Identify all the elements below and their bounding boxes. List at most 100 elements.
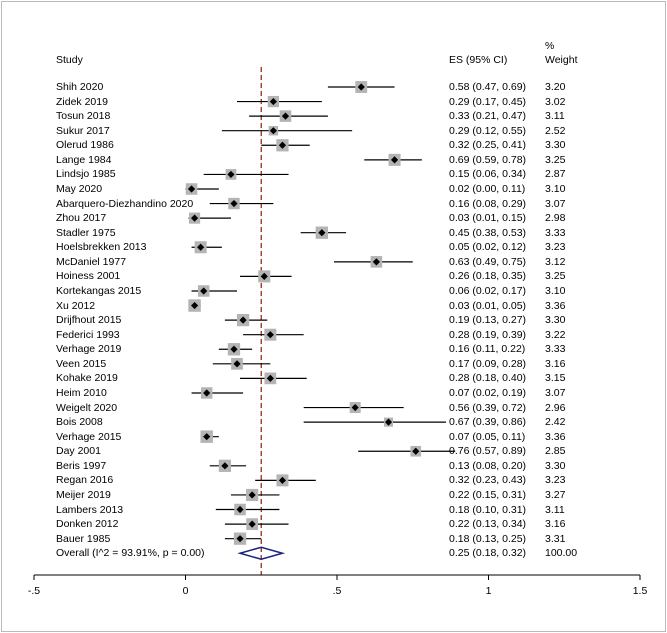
study-name: Stadler 1975 <box>56 226 116 239</box>
study-ci-text: 0.28 (0.19, 0.39) <box>449 328 527 341</box>
study-ci-text: 0.17 (0.09, 0.28) <box>449 357 527 370</box>
study-ci-text: 0.19 (0.13, 0.27) <box>449 314 527 327</box>
study-weight: 3.07 <box>545 386 566 399</box>
study-name: Lindsjo 1985 <box>56 168 116 181</box>
study-weight: 3.16 <box>545 518 566 531</box>
x-tick-label: 0 <box>183 585 189 597</box>
point-estimate <box>200 287 208 295</box>
study-weight: 3.25 <box>545 153 566 166</box>
study-weight: 2.96 <box>545 401 566 414</box>
study-name: Hoiness 2001 <box>56 270 121 283</box>
study-ci-text: 0.28 (0.18, 0.40) <box>449 372 527 385</box>
point-estimate <box>203 433 211 441</box>
study-ci-text: 0.63 (0.49, 0.75) <box>449 255 527 268</box>
study-weight: 3.30 <box>545 314 566 327</box>
study-ci-text: 0.15 (0.06, 0.34) <box>449 168 527 181</box>
x-tick-label: -.5 <box>28 585 40 597</box>
study-ci-text: 0.33 (0.21, 0.47) <box>449 110 527 123</box>
study-name: Meijer 2019 <box>56 488 111 501</box>
study-weight: 3.33 <box>545 343 566 356</box>
point-estimate <box>260 272 268 281</box>
study-name: Tosun 2018 <box>56 110 111 123</box>
study-name: Kohake 2019 <box>56 372 118 385</box>
study-ci-text: 0.32 (0.25, 0.41) <box>449 139 527 152</box>
study-weight: 2.85 <box>545 445 566 458</box>
study-name: McDaniel 1977 <box>56 255 127 268</box>
point-estimate <box>248 520 256 528</box>
study-weight: 2.98 <box>545 212 566 225</box>
point-estimate <box>239 316 247 324</box>
study-ci-text: 0.56 (0.39, 0.72) <box>449 401 527 414</box>
point-estimate <box>266 331 274 339</box>
study-ci-text: 0.02 (0.00, 0.11) <box>449 182 526 195</box>
point-estimate <box>203 389 211 397</box>
study-weight: 2.87 <box>545 168 566 181</box>
study-weight: 3.02 <box>545 95 566 108</box>
study-ci-text: 0.03 (0.01, 0.05) <box>449 299 527 312</box>
point-estimate <box>197 243 205 251</box>
point-estimate <box>233 360 241 368</box>
point-estimate <box>278 141 287 149</box>
study-name: Bois 2008 <box>56 416 103 429</box>
overall-diamond <box>237 546 286 561</box>
study-weight: 3.36 <box>545 299 566 312</box>
study-name: Donken 2012 <box>56 518 119 531</box>
study-weight: 3.16 <box>545 357 566 370</box>
study-ci-text: 0.03 (0.01, 0.15) <box>449 212 527 225</box>
study-weight: 3.36 <box>545 430 566 443</box>
point-estimate <box>281 112 290 120</box>
point-estimate <box>227 170 235 179</box>
study-name: Lange 1984 <box>56 153 112 166</box>
x-tick-label: 1 <box>486 585 492 597</box>
point-estimate <box>190 301 199 310</box>
study-ci-text: 0.58 (0.47, 0.69) <box>449 81 527 93</box>
study-weight: 3.27 <box>545 488 566 501</box>
study-name: Abarquero-Diezhandino 2020 <box>56 197 194 210</box>
overall-label: Overall (I^2 = 93.91%, p = 0.00) <box>56 547 205 560</box>
study-ci-text: 0.26 (0.18, 0.35) <box>449 270 527 283</box>
study-ci-text: 0.45 (0.38, 0.53) <box>449 226 527 239</box>
study-name: Regan 2016 <box>56 474 114 487</box>
point-estimate <box>230 199 238 208</box>
header-es: ES (95% CI) <box>449 54 508 66</box>
study-name: Verhage 2015 <box>56 430 122 443</box>
study-name: Zidek 2019 <box>56 95 108 108</box>
point-estimate <box>266 374 274 382</box>
study-name: Beris 1997 <box>56 459 107 472</box>
study-ci-text: 0.13 (0.08, 0.20) <box>449 459 527 472</box>
point-estimate <box>318 229 326 237</box>
study-weight: 3.15 <box>545 372 566 385</box>
study-ci-text: 0.16 (0.11, 0.22) <box>449 343 526 356</box>
point-estimate <box>190 214 199 222</box>
point-estimate <box>236 505 244 514</box>
x-tick-label: .5 <box>333 585 342 597</box>
study-name: Bauer 1985 <box>56 532 111 545</box>
point-estimate <box>236 535 244 543</box>
study-ci-text: 0.16 (0.08, 0.29) <box>449 197 527 210</box>
study-weight: 3.22 <box>545 328 566 341</box>
point-estimate <box>187 185 196 193</box>
study-name: Zhou 2017 <box>56 212 107 225</box>
study-name: May 2020 <box>56 182 103 195</box>
study-ci-text: 0.22 (0.15, 0.31) <box>449 488 527 501</box>
study-weight: 3.33 <box>545 226 566 239</box>
point-estimate <box>230 345 238 353</box>
study-weight: 3.10 <box>545 284 566 297</box>
study-name: Xu 2012 <box>56 299 96 312</box>
study-name: Kortekangas 2015 <box>56 284 142 297</box>
header-weight: Weight <box>545 54 578 66</box>
x-tick-label: 1.5 <box>633 585 648 597</box>
point-estimate <box>357 83 365 91</box>
study-name: Weigelt 2020 <box>56 401 118 414</box>
study-name: Sukur 2017 <box>56 124 110 137</box>
study-weight: 3.23 <box>545 241 566 254</box>
study-name: Day 2001 <box>56 445 101 458</box>
study-ci-text: 0.29 (0.12, 0.55) <box>449 124 527 137</box>
study-weight: 3.25 <box>545 270 566 283</box>
point-estimate <box>278 476 287 484</box>
point-estimate <box>248 491 256 499</box>
study-ci-text: 0.67 (0.39, 0.86) <box>449 416 527 429</box>
